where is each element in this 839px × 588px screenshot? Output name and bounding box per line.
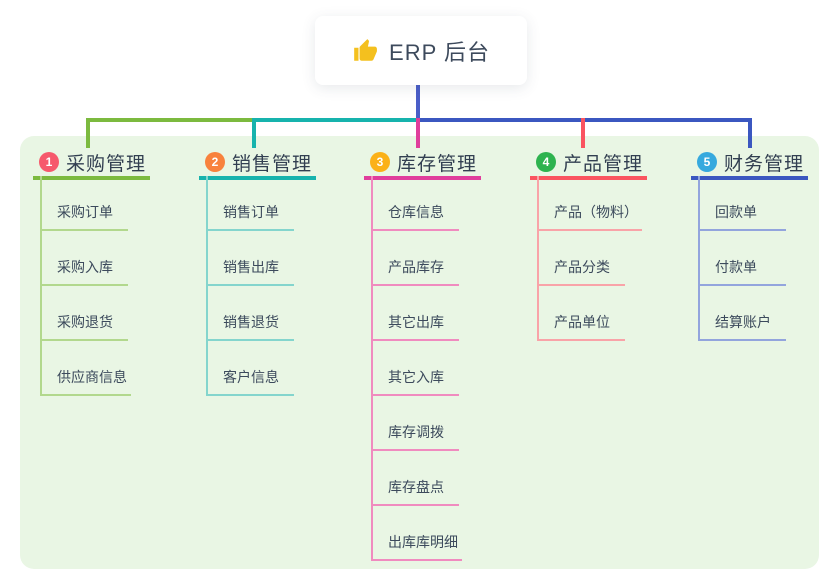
branch-item[interactable]: 其它出库: [371, 286, 459, 341]
branch-item-label: 产品库存: [388, 259, 444, 275]
trunk-segment-middle: [256, 118, 420, 122]
branch-item[interactable]: 其它入库: [371, 341, 459, 396]
root-label: ERP 后台: [389, 39, 490, 65]
branch-item-list: 采购订单采购入库采购退货供应商信息: [33, 176, 150, 396]
branch-item[interactable]: 库存调拨: [371, 396, 459, 451]
branch-item-label: 销售退货: [223, 314, 279, 330]
branch-item-label: 采购订单: [57, 204, 113, 220]
branch-item[interactable]: 产品单位: [537, 286, 625, 341]
branch-item[interactable]: 结算账户: [698, 286, 786, 341]
branch-items-connector-line: [371, 176, 373, 561]
branch-heading[interactable]: 1 采购管理: [33, 151, 150, 175]
branch-heading[interactable]: 4 产品管理: [530, 151, 647, 175]
branch-item-label: 采购入库: [57, 259, 113, 275]
branches-background-panel: [20, 136, 819, 569]
branch-item-list: 产品（物料） 产品分类产品单位: [530, 176, 647, 341]
branch-label: 产品管理: [563, 153, 644, 175]
branch-purchase: 1 采购管理 采购订单采购入库采购退货供应商信息: [33, 151, 150, 396]
branch-heading-underline: [691, 176, 808, 180]
branch-item-label: 销售出库: [223, 259, 279, 275]
branch-item[interactable]: 产品库存: [371, 231, 459, 286]
trunk-segment-right: [420, 118, 752, 122]
branch-number-badge: 4: [536, 152, 556, 172]
branch-heading-underline: [199, 176, 316, 180]
branch-item-label: 付款单: [715, 259, 757, 275]
branch-item-label: 供应商信息: [57, 369, 127, 385]
branch-item-label: 产品单位: [554, 314, 610, 330]
branch-item[interactable]: 仓库信息: [371, 176, 459, 231]
branch-item[interactable]: 出库库明细: [371, 506, 462, 561]
branch-label: 库存管理: [397, 153, 478, 175]
branch-items-connector-line: [537, 176, 539, 341]
branch-item[interactable]: 销售订单: [206, 176, 294, 231]
branch-heading-underline: [364, 176, 481, 180]
thumbs-up-icon: [352, 38, 378, 64]
branch-item-list: 销售订单销售出库销售退货客户信息: [199, 176, 316, 396]
branch-heading-underline: [530, 176, 647, 180]
branch-inventory: 3 库存管理 仓库信息产品库存其它出库其它入库库存调拨库存盘点出库库明细: [364, 151, 481, 561]
branch-finance: 5 财务管理 回款单付款单结算账户: [691, 151, 808, 341]
root-node[interactable]: ERP 后台: [315, 16, 527, 85]
branch-drop-product: [581, 118, 585, 148]
branch-item-label: 仓库信息: [388, 204, 444, 220]
branch-item-label: 销售订单: [223, 204, 279, 220]
branch-item[interactable]: 销售出库: [206, 231, 294, 286]
branch-item-label: 库存调拨: [388, 424, 444, 440]
branch-items-connector-line: [206, 176, 208, 396]
branch-item[interactable]: 采购订单: [40, 176, 128, 231]
root-connector-stem: [416, 84, 420, 122]
branch-number-badge: 3: [370, 152, 390, 172]
branch-item[interactable]: 采购入库: [40, 231, 128, 286]
branch-item[interactable]: 客户信息: [206, 341, 294, 396]
branch-item[interactable]: 付款单: [698, 231, 786, 286]
branch-item-label: 库存盘点: [388, 479, 444, 495]
branch-item-label: 客户信息: [223, 369, 279, 385]
branch-item-label: 其它出库: [388, 314, 444, 330]
branch-drop-inventory: [416, 118, 420, 148]
branch-item-label: 产品（物料）: [554, 204, 638, 220]
branch-drop-purchase: [86, 118, 90, 148]
branch-item[interactable]: 销售退货: [206, 286, 294, 341]
branch-item-label: 出库库明细: [388, 534, 458, 550]
branch-heading-underline: [33, 176, 150, 180]
branch-item[interactable]: 采购退货: [40, 286, 128, 341]
branch-heading[interactable]: 2 销售管理: [199, 151, 316, 175]
branch-number-badge: 5: [697, 152, 717, 172]
branch-items-connector-line: [40, 176, 42, 396]
branch-item-label: 结算账户: [715, 314, 771, 330]
branch-label: 采购管理: [66, 153, 147, 175]
branch-item-list: 回款单付款单结算账户: [691, 176, 808, 341]
branch-item-label: 产品分类: [554, 259, 610, 275]
branch-heading[interactable]: 5 财务管理: [691, 151, 808, 175]
branch-sales: 2 销售管理 销售订单销售出库销售退货客户信息: [199, 151, 316, 396]
branch-item-label: 回款单: [715, 204, 757, 220]
branch-heading[interactable]: 3 库存管理: [364, 151, 481, 175]
branch-drop-sales: [252, 118, 256, 148]
branch-drop-finance: [748, 118, 752, 148]
branch-item-label: 采购退货: [57, 314, 113, 330]
branch-label: 销售管理: [232, 153, 313, 175]
branch-item[interactable]: 供应商信息: [40, 341, 131, 396]
branch-label: 财务管理: [724, 153, 805, 175]
branch-item[interactable]: 产品分类: [537, 231, 625, 286]
branch-item-list: 仓库信息产品库存其它出库其它入库库存调拨库存盘点出库库明细: [364, 176, 481, 561]
branch-item[interactable]: 回款单: [698, 176, 786, 231]
branch-item[interactable]: 库存盘点: [371, 451, 459, 506]
branch-product: 4 产品管理 产品（物料） 产品分类产品单位: [530, 151, 647, 341]
branch-number-badge: 1: [39, 152, 59, 172]
branch-item-label: 其它入库: [388, 369, 444, 385]
branch-item[interactable]: 产品（物料）: [537, 176, 642, 231]
branch-items-connector-line: [698, 176, 700, 341]
branch-number-badge: 2: [205, 152, 225, 172]
trunk-segment-left: [86, 118, 256, 122]
